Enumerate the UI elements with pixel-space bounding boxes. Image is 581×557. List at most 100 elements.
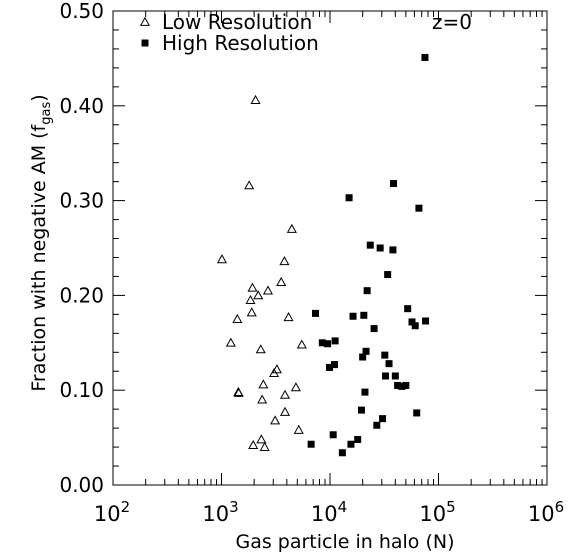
y-tick-label: 0.40 (59, 94, 104, 118)
low-resolution-point (247, 282, 258, 292)
low-resolution-point (245, 294, 256, 304)
annotation-redshift: z=0 (432, 10, 472, 34)
legend-label: High Resolution (162, 31, 319, 55)
high-resolution-point (338, 449, 346, 457)
y-tick-label: 0.30 (59, 189, 104, 213)
low-resolution-point (255, 344, 266, 354)
low-resolution-point (271, 364, 282, 374)
high-resolution-point (307, 440, 315, 448)
high-resolution-point (311, 309, 319, 317)
x-axis-label: Gas particle in halo (N) (235, 531, 454, 553)
high-resolution-point (330, 361, 338, 369)
y-tick-label: 0.20 (59, 283, 104, 307)
x-tick-label-exponent: 6 (555, 498, 565, 516)
high-resolution-point (402, 381, 410, 389)
high-resolution-point (413, 409, 421, 417)
low-resolution-point (293, 424, 304, 434)
high-resolution-point (326, 363, 334, 371)
high-resolution-point (366, 241, 374, 249)
high-resolution-point (391, 372, 399, 380)
high-resolution-point (385, 360, 393, 368)
high-resolution-point (382, 372, 390, 380)
x-tick-label: 106 (528, 498, 564, 526)
x-tick-label-base: 10 (419, 502, 446, 526)
high-resolution-point (363, 287, 371, 295)
high-resolution-point (324, 340, 332, 348)
low-resolution-point (225, 337, 236, 347)
x-tick-label-exponent: 4 (338, 498, 348, 516)
low-resolution-point (248, 439, 259, 450)
low-resolution-point (290, 382, 301, 392)
low-resolution-point (283, 311, 294, 322)
high-resolution-point (362, 347, 370, 355)
x-tick-label: 103 (202, 498, 238, 526)
high-resolution-point (357, 406, 365, 414)
plot-frame (112, 10, 548, 486)
x-tick-label-base: 10 (311, 502, 338, 526)
high-resolution-point (359, 353, 367, 361)
high-resolution-point (354, 435, 362, 443)
high-resolution-point (384, 271, 392, 279)
x-tick-label-base: 10 (202, 502, 229, 526)
low-resolution-point (232, 313, 243, 323)
low-resolution-point (250, 94, 261, 104)
low-resolution-point (246, 307, 257, 317)
low-resolution-point (216, 254, 228, 264)
low-resolution-point (233, 387, 244, 397)
y-axis-label: Fraction with negative AM (fgas) (28, 94, 54, 391)
x-tick-label: 102 (94, 498, 130, 526)
y-tick-label: 0.50 (59, 0, 104, 23)
low-resolution-point (279, 406, 291, 416)
high-resolution-point (415, 204, 423, 212)
high-resolution-point (347, 440, 355, 448)
x-tick-label-exponent: 2 (121, 498, 131, 516)
high-resolution-point (318, 339, 326, 347)
high-resolution-point (422, 317, 430, 325)
legend-label: Low Resolution (162, 10, 312, 34)
low-resolution-point (279, 256, 290, 266)
low-resolution-point (279, 389, 291, 399)
y-axis-label-main: Fraction with negative AM (f (28, 123, 50, 391)
high-resolution-point (381, 351, 389, 359)
axes (112, 10, 548, 486)
low-resolution-point (270, 415, 281, 425)
x-tick-label-exponent: 5 (446, 498, 456, 516)
y-tick-label: 0.00 (59, 473, 104, 497)
high-resolution-point (345, 194, 353, 202)
high-resolution-point (361, 388, 369, 396)
high-resolution-point (349, 312, 357, 320)
high-resolution-point (370, 325, 378, 333)
x-tick-label-base: 10 (94, 502, 121, 526)
high-resolution-point (408, 318, 416, 326)
high-resolution-point (389, 246, 397, 254)
x-tick-label: 104 (311, 498, 347, 526)
low-resolution-point (262, 285, 274, 295)
high-resolution-point (331, 337, 339, 345)
low-resolution-point (258, 379, 269, 389)
high-resolution-point (398, 382, 406, 390)
legend-marker-low-resolution (139, 16, 151, 26)
low-resolution-point (276, 276, 287, 286)
low-resolution-point (244, 180, 255, 190)
low-resolution-point (257, 394, 268, 404)
high-resolution-point (373, 421, 381, 429)
x-tick-label-exponent: 3 (229, 498, 239, 516)
high-resolution-point (329, 431, 337, 439)
high-resolution-point (379, 415, 387, 423)
tick-marks (112, 10, 548, 486)
high-resolution-point (376, 244, 384, 252)
low-resolution-point (259, 441, 270, 451)
high-resolution-point (390, 180, 398, 188)
y-axis-label-sub: gas (39, 102, 54, 125)
low-resolution-point (286, 223, 297, 233)
x-tick-label: 105 (419, 498, 455, 526)
high-resolution-point (411, 322, 419, 330)
high-resolution-point (421, 53, 429, 61)
x-tick-label-base: 10 (528, 502, 555, 526)
low-resolution-point (253, 290, 264, 300)
data-points (216, 53, 430, 457)
y-tick-label: 0.10 (59, 378, 104, 402)
